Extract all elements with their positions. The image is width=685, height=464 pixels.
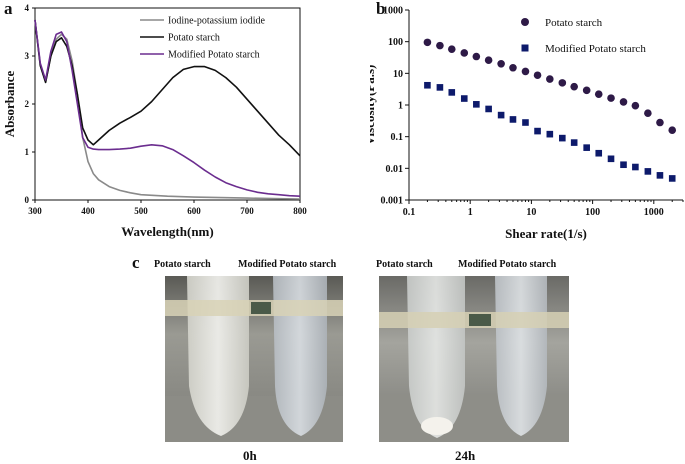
legend-label: Modified Potato starch <box>168 50 260 61</box>
data-point-modified <box>497 111 505 119</box>
data-point-potato <box>558 79 567 87</box>
data-point-modified <box>448 89 456 96</box>
series-line <box>34 19 301 197</box>
y-tick-label: 1000 <box>383 6 403 17</box>
data-point-potato <box>521 67 530 76</box>
data-point-modified <box>607 155 615 163</box>
data-point-potato <box>644 109 652 118</box>
legend-marker <box>521 44 529 52</box>
x-tick-label: 1 <box>468 207 473 218</box>
data-point-potato <box>423 38 432 47</box>
x-tick-label: 800 <box>293 206 307 216</box>
y-tick-label: 1 <box>398 101 403 112</box>
data-point-modified <box>534 127 541 135</box>
x-tick-label: 10 <box>526 207 536 218</box>
data-point-potato <box>582 86 591 95</box>
data-point-modified <box>595 149 603 157</box>
data-point-modified <box>620 161 627 169</box>
panel-letter-c: c <box>132 253 140 272</box>
photo-label-modified-0h: Modified Potato starch <box>238 259 337 270</box>
photo-label-potato-24h: Potato starch <box>376 259 433 270</box>
panel-letter-b: b <box>376 0 386 18</box>
series-line <box>34 19 301 200</box>
photo-0h-drawing <box>165 276 343 442</box>
y-tick-label: 0.001 <box>381 196 404 207</box>
x-tick-label: 500 <box>134 206 148 216</box>
data-point-modified <box>522 119 529 126</box>
data-point-potato <box>460 49 469 57</box>
data-point-modified <box>424 81 431 89</box>
data-point-potato <box>436 41 444 50</box>
data-point-modified <box>644 168 652 175</box>
photo-24h <box>379 276 569 442</box>
data-point-modified <box>460 95 468 102</box>
legend-label: Potato starch <box>545 17 603 29</box>
absorbance-chart: 300 400 500 600 700 800 0 1 2 3 4 Wavelength(nm) Abs… <box>2 3 307 239</box>
x-axis-label: Shear rate(1/s) <box>505 226 587 241</box>
data-point-potato <box>472 52 481 61</box>
x-tick-label: 300 <box>28 206 42 216</box>
x-axis-label: Wavelength(nm) <box>121 224 213 239</box>
data-point-potato <box>546 75 554 83</box>
photo-label-potato-0h: Potato starch <box>154 259 211 270</box>
data-point-potato <box>631 101 640 110</box>
data-point-modified <box>473 101 480 108</box>
y-axis-label: Viscosity(Pa.s) <box>370 65 377 146</box>
x-tick-label: 100 <box>585 207 600 218</box>
y-tick-label: 0.01 <box>386 164 404 175</box>
x-tick-label: 600 <box>187 206 201 216</box>
x-tick-label: 700 <box>240 206 254 216</box>
legend-label: Iodine-potassium iodide <box>168 16 265 27</box>
data-point-modified <box>436 84 444 91</box>
x-tick-label: 1000 <box>644 207 664 218</box>
data-point-potato <box>509 63 517 72</box>
legend-marker <box>521 18 529 26</box>
data-point-modified <box>546 130 554 138</box>
data-point-potato <box>668 126 677 135</box>
y-tick-label: 1 <box>25 147 30 157</box>
y-tick-label: 0.1 <box>391 132 404 143</box>
time-label-24h: 24h <box>455 448 476 463</box>
viscosity-chart: 0.1 1 10 100 1000 0.001 0.01 0.1 1 10 100 1000 Shear… <box>370 6 684 241</box>
y-axis-label: Absorbance <box>2 71 17 138</box>
data-point-potato <box>594 90 603 98</box>
x-tick-label: 400 <box>81 206 95 216</box>
photo-label-modified-24h: Modified Potato starch <box>458 259 557 270</box>
data-point-modified <box>570 139 578 146</box>
data-point-potato <box>497 60 505 68</box>
panel-letter-a: a <box>4 0 13 18</box>
x-tick-label: 0.1 <box>403 207 416 218</box>
time-label-0h: 0h <box>243 448 257 463</box>
data-point-potato <box>656 118 664 127</box>
data-point-modified <box>559 134 566 142</box>
data-point-modified <box>485 105 492 113</box>
series-line <box>34 19 301 157</box>
photo-0h <box>165 276 343 442</box>
data-point-potato <box>533 71 542 80</box>
data-point-potato <box>607 94 615 102</box>
data-point-potato <box>447 45 456 53</box>
y-tick-label: 10 <box>393 69 403 80</box>
data-point-potato <box>619 98 628 106</box>
data-point-modified <box>583 144 590 151</box>
data-point-modified <box>632 163 639 171</box>
y-tick-label: 3 <box>25 51 30 61</box>
y-tick-label: 4 <box>25 3 30 13</box>
y-tick-label: 0 <box>25 195 30 205</box>
data-point-potato <box>570 82 578 91</box>
data-point-modified <box>656 172 664 179</box>
y-tick-label: 100 <box>388 37 403 48</box>
y-tick-label: 2 <box>25 99 30 109</box>
data-point-potato <box>484 56 493 64</box>
legend-label: Modified Potato starch <box>545 43 646 55</box>
data-point-modified <box>668 175 676 182</box>
photo-24h-drawing <box>379 276 569 442</box>
legend-label: Potato starch <box>168 33 220 44</box>
data-point-modified <box>509 116 517 123</box>
